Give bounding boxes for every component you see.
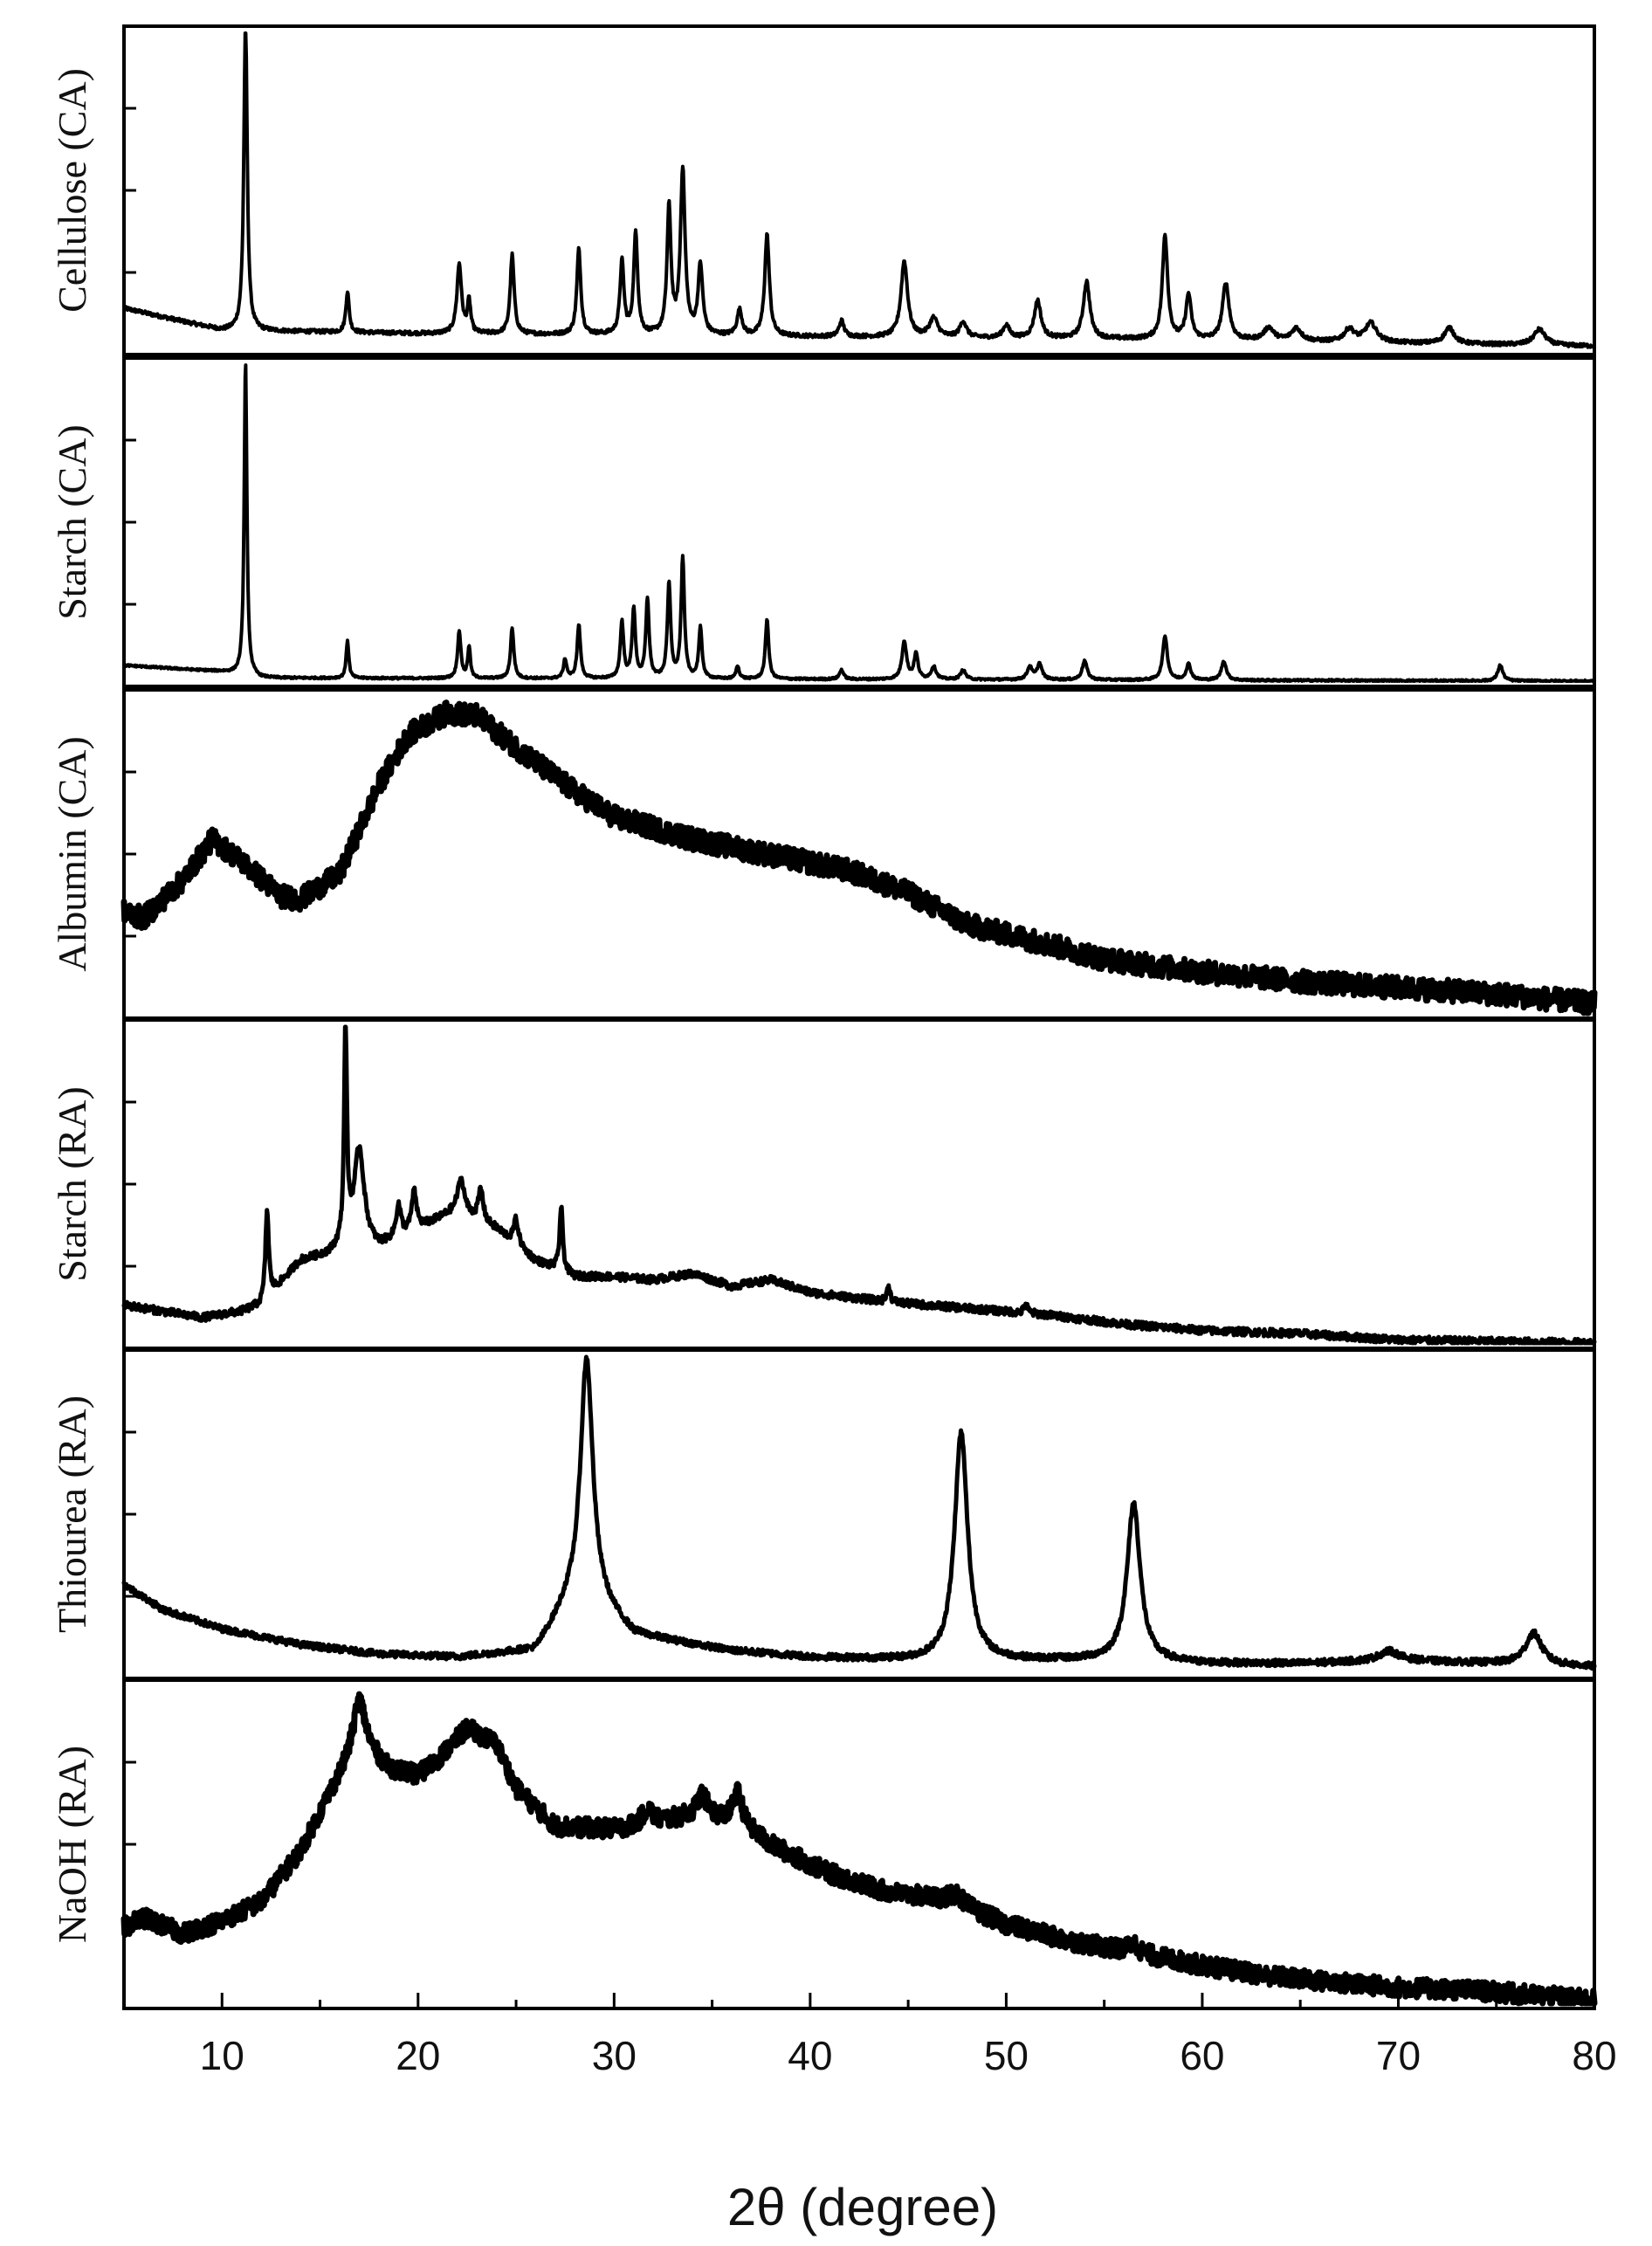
panel-label: Starch (RA) — [50, 1086, 94, 1282]
x-axis-title: 2θ (degree) — [727, 2178, 998, 2236]
x-tick-label: 70 — [1376, 2033, 1421, 2078]
x-tick-label: 40 — [788, 2033, 832, 2078]
x-tick-label: 60 — [1180, 2033, 1224, 2078]
panel-4: Thiourea (RA) — [50, 1348, 1597, 1680]
x-axis: 10 20 30 40 50 60 70 80 — [122, 1993, 1617, 2078]
diffraction-trace — [122, 363, 1596, 683]
diffraction-trace — [120, 699, 1598, 1016]
diffraction-trace — [122, 31, 1596, 349]
panel-1: Starch (CA) — [50, 356, 1596, 688]
panel-label: NaOH (RA) — [50, 1746, 94, 1943]
x-tick-label: 50 — [984, 2033, 1029, 2078]
panel-3: Starch (RA) — [50, 1018, 1597, 1350]
diffraction-trace — [121, 1354, 1597, 1671]
panel-frame — [122, 1348, 1596, 1680]
panel-label: Thiourea (RA) — [50, 1395, 94, 1633]
panel-5: NaOH (RA) — [50, 1678, 1598, 2010]
x-tick-label: 30 — [592, 2033, 637, 2078]
panel-label: Albumin (CA) — [50, 736, 94, 972]
panel-frame — [122, 1678, 1596, 2010]
panel-label: Starch (CA) — [50, 424, 94, 620]
panel-2: Albumin (CA) — [50, 688, 1598, 1020]
diffraction-trace — [121, 1024, 1597, 1346]
panel-frame — [122, 356, 1596, 688]
panels-group: Cellulose (CA) Starch (CA) Albumin (CA) Sta… — [50, 24, 1598, 2010]
panel-0: Cellulose (CA) — [50, 24, 1596, 356]
diffraction-trace — [120, 1691, 1598, 2007]
x-tick-label: 20 — [396, 2033, 440, 2078]
x-tick-label: 10 — [200, 2033, 244, 2078]
x-tick-label: 80 — [1572, 2033, 1616, 2078]
panel-label: Cellulose (CA) — [50, 68, 94, 313]
